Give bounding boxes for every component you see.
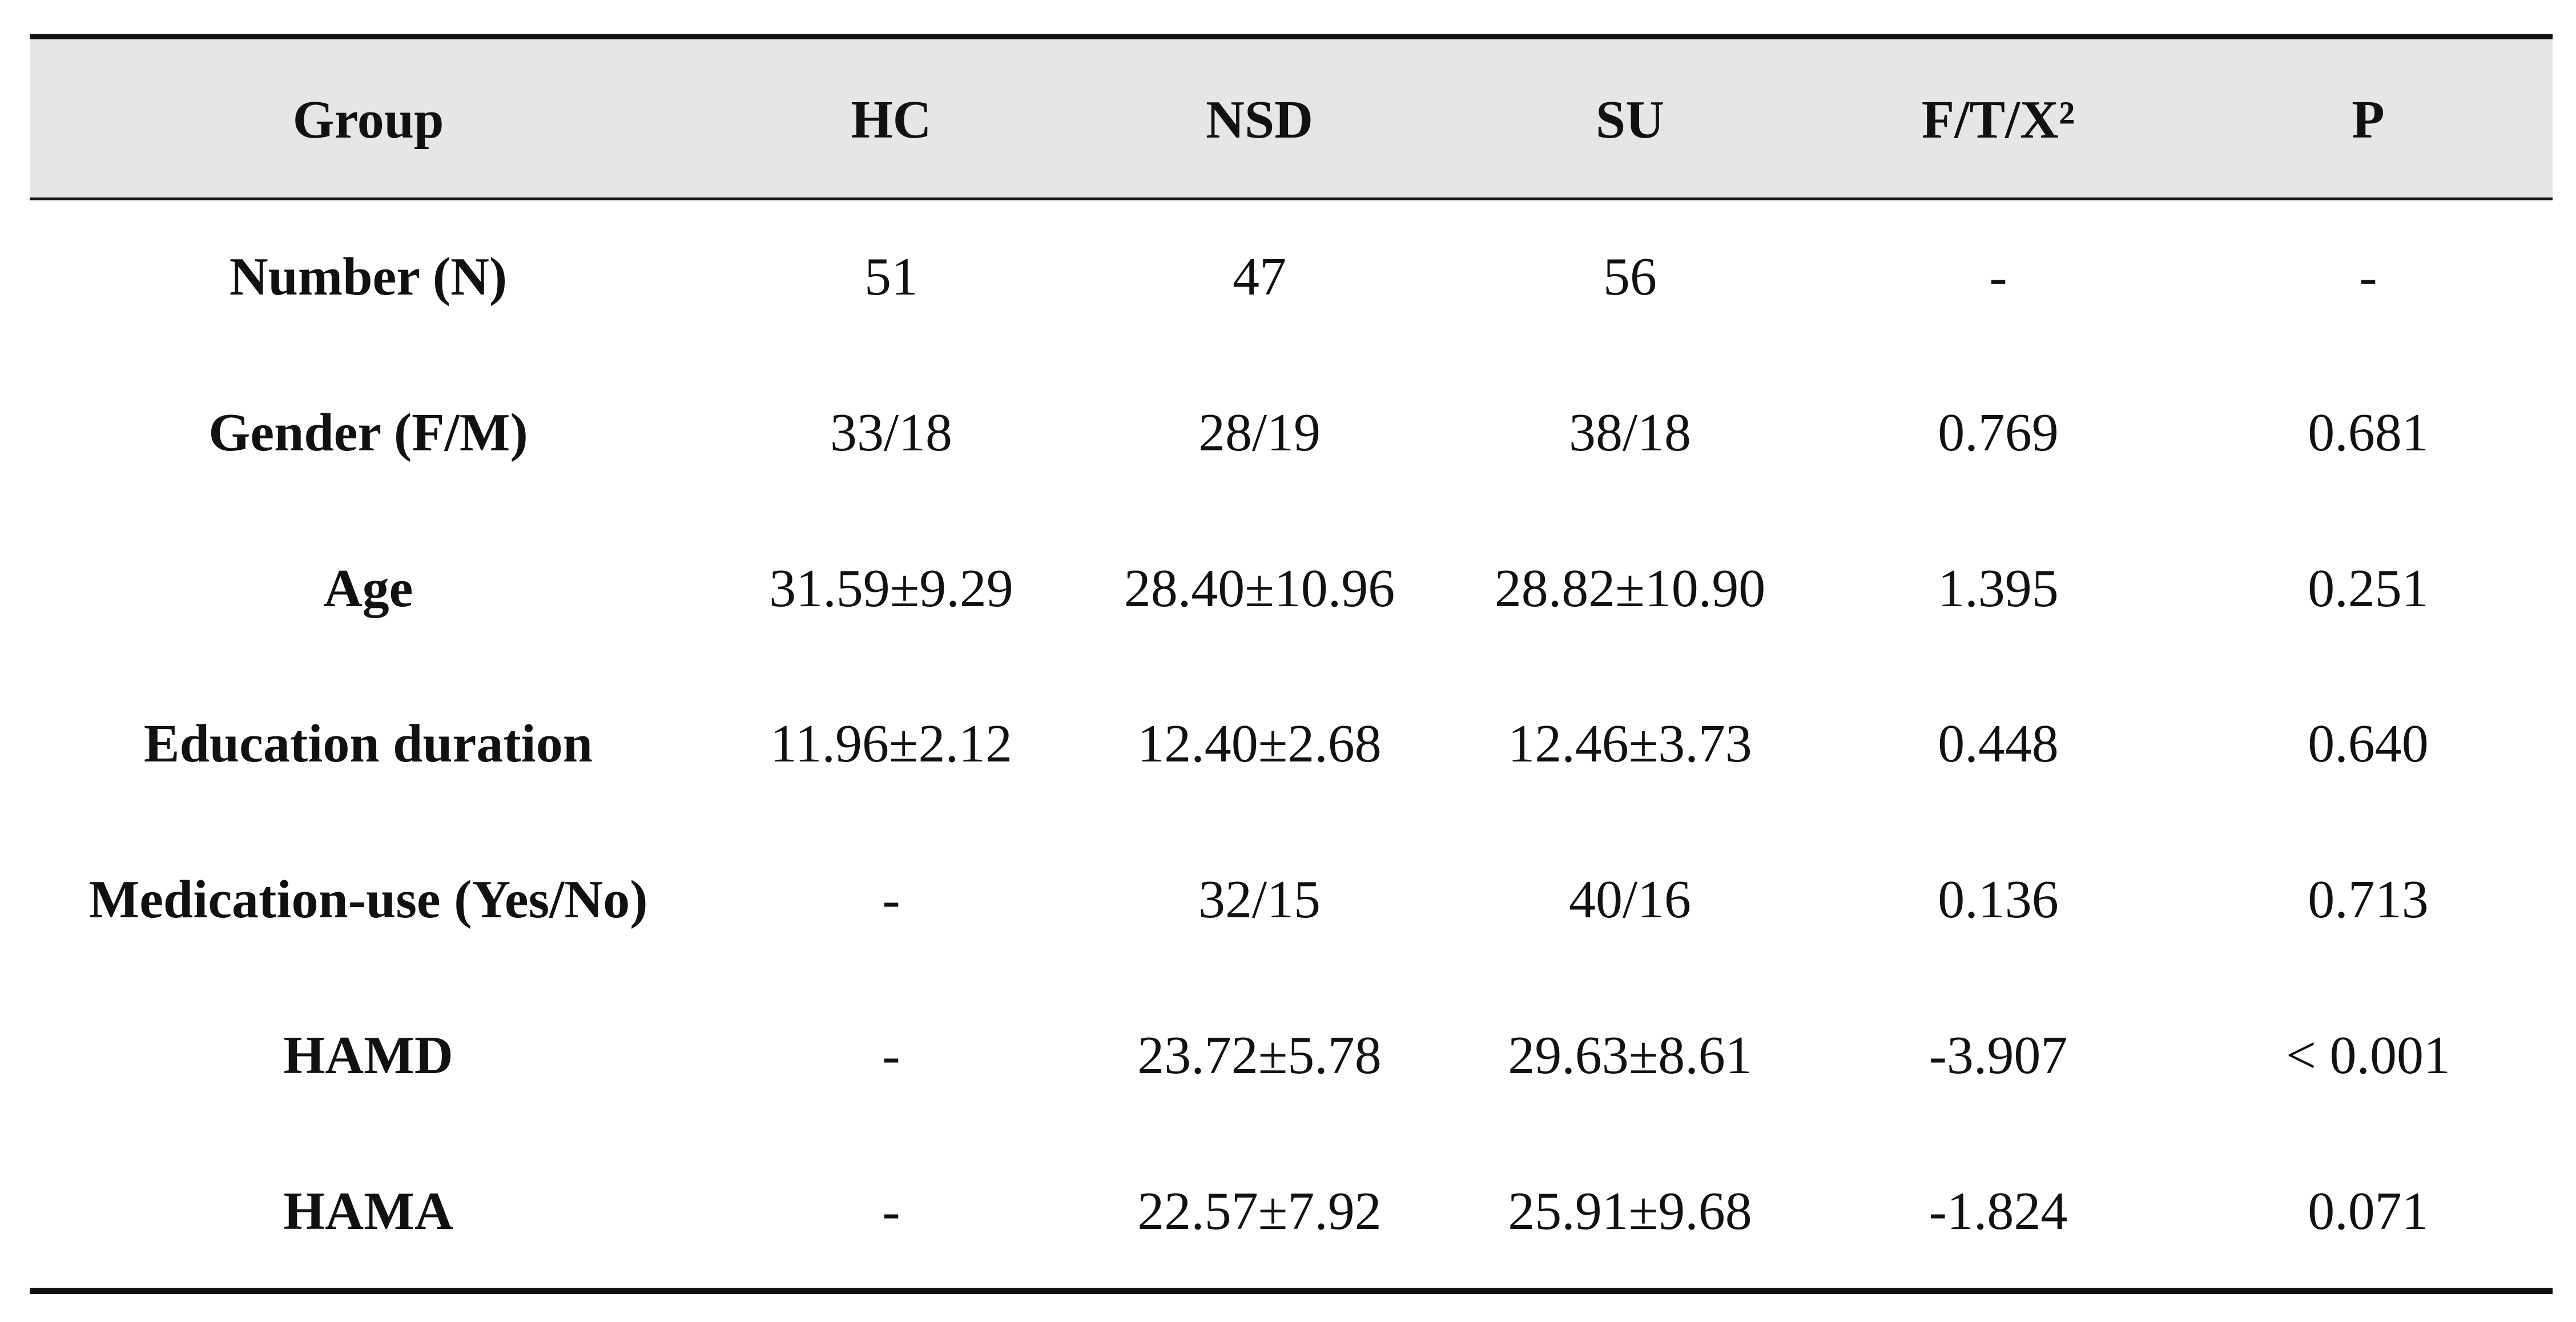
cell-value: 0.448 bbox=[1938, 714, 2059, 774]
row-label: Age bbox=[323, 558, 413, 618]
cell-value: 25.91±9.68 bbox=[1508, 1181, 1752, 1241]
cell-value: 0.713 bbox=[2308, 870, 2429, 930]
cell-value: - bbox=[882, 1181, 900, 1241]
cell-value: 23.72±5.78 bbox=[1137, 1026, 1382, 1085]
cell-value: 11.96±2.12 bbox=[770, 714, 1013, 774]
cell-value: - bbox=[1989, 247, 2007, 307]
cell-value: - bbox=[882, 1026, 900, 1085]
cell-value: 51 bbox=[864, 247, 918, 307]
cell-value: 32/15 bbox=[1198, 870, 1321, 930]
bottom-rule bbox=[30, 1288, 2553, 1294]
cell-value: 1.395 bbox=[1938, 558, 2059, 618]
cell-value: 40/16 bbox=[1568, 870, 1692, 930]
cell-value: -3.907 bbox=[1929, 1026, 2068, 1085]
column-header: SU bbox=[1595, 90, 1665, 150]
row-label: Education duration bbox=[143, 714, 593, 774]
column-header: F/T/X² bbox=[1921, 90, 2075, 150]
row-label: Medication-use (Yes/No) bbox=[88, 870, 648, 930]
row-label: Number (N) bbox=[229, 247, 508, 307]
cell-value: 33/18 bbox=[830, 402, 953, 462]
cell-value: 0.769 bbox=[1938, 402, 2059, 462]
cell-value: 12.46±3.73 bbox=[1508, 714, 1752, 774]
cell-value: 0.071 bbox=[2308, 1181, 2429, 1241]
cell-value: - bbox=[882, 870, 900, 930]
cell-value: 38/18 bbox=[1568, 402, 1692, 462]
column-header: Group bbox=[292, 90, 444, 150]
cell-value: < 0.001 bbox=[2285, 1026, 2451, 1085]
cell-value: 0.136 bbox=[1938, 870, 2059, 930]
top-rule bbox=[30, 34, 2553, 39]
cell-value: 0.640 bbox=[2308, 714, 2429, 774]
cell-value: 31.59±9.29 bbox=[769, 558, 1013, 618]
header-rule bbox=[30, 198, 2553, 200]
column-header: P bbox=[2352, 90, 2385, 150]
cell-value: 47 bbox=[1233, 247, 1286, 307]
column-header: HC bbox=[851, 90, 932, 150]
cell-value: 0.251 bbox=[2308, 558, 2429, 618]
cell-value: -1.824 bbox=[1929, 1181, 2068, 1241]
cell-value: 56 bbox=[1603, 247, 1657, 307]
cell-value: 12.40±2.68 bbox=[1137, 714, 1382, 774]
cell-value: 0.681 bbox=[2308, 402, 2429, 462]
cell-value: 29.63±8.61 bbox=[1508, 1026, 1752, 1085]
cell-value: 28.40±10.96 bbox=[1124, 558, 1395, 618]
cell-value: 22.57±7.92 bbox=[1137, 1181, 1382, 1241]
header-band bbox=[30, 40, 2553, 199]
cell-value: 28.82±10.90 bbox=[1494, 558, 1766, 618]
row-label: Gender (F/M) bbox=[208, 402, 528, 462]
column-header: NSD bbox=[1205, 90, 1314, 150]
row-label: HAMD bbox=[283, 1026, 453, 1085]
cell-value: 28/19 bbox=[1198, 402, 1321, 462]
row-label: HAMA bbox=[283, 1181, 453, 1241]
cell-value: - bbox=[2359, 247, 2377, 307]
